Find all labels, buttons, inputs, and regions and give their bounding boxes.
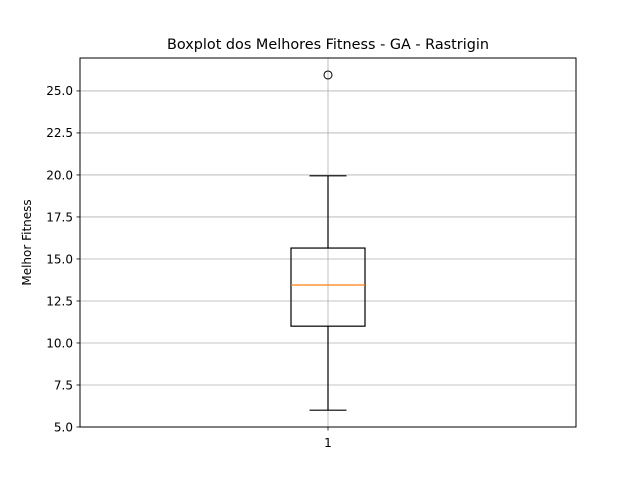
x-axis-ticks: 1	[324, 427, 332, 450]
y-tick-label: 17.5	[46, 210, 73, 224]
y-tick-label: 15.0	[46, 252, 73, 266]
y-tick-label: 22.5	[46, 126, 73, 140]
y-tick-label: 20.0	[46, 168, 73, 182]
y-tick-label: 5.0	[54, 420, 73, 434]
y-tick-label: 25.0	[46, 84, 73, 98]
y-tick-label: 7.5	[54, 378, 73, 392]
outlier-point	[323, 70, 333, 80]
box-iqr	[290, 247, 366, 327]
y-axis-ticks: 5.0 7.5 10.0 12.5 15.0 17.5 20.0 22.5 25.0	[46, 84, 80, 434]
plot-area	[290, 70, 366, 411]
x-tick-label: 1	[324, 436, 332, 450]
y-tick-label: 10.0	[46, 336, 73, 350]
y-tick-label: 12.5	[46, 294, 73, 308]
chart-title: Boxplot dos Melhores Fitness - GA - Rast…	[167, 37, 489, 53]
y-axis-label: Melhor Fitness	[20, 199, 34, 285]
